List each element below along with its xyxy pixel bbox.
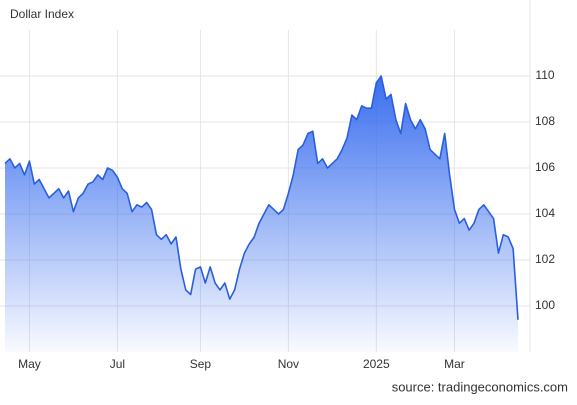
x-tick-label: Nov [278, 357, 299, 371]
y-tick-label: 100 [535, 298, 555, 312]
y-tick-label: 108 [535, 114, 555, 128]
source: source: tradingeconomics.com [392, 379, 568, 394]
x-tick-label: Sep [190, 357, 212, 371]
x-tick-label: Jul [110, 357, 125, 371]
x-tick-label: May [18, 357, 41, 371]
y-tick-label: 106 [535, 160, 555, 174]
y-tick-label: 102 [535, 252, 555, 266]
x-tick-label: 2025 [363, 357, 390, 371]
y-tick-label: 110 [535, 68, 554, 82]
line [4, 75, 519, 320]
area [5, 76, 518, 352]
chart-title: Dollar Index [10, 7, 74, 21]
x-tick-label: Mar [444, 357, 465, 371]
y-tick-label: 104 [535, 206, 555, 220]
